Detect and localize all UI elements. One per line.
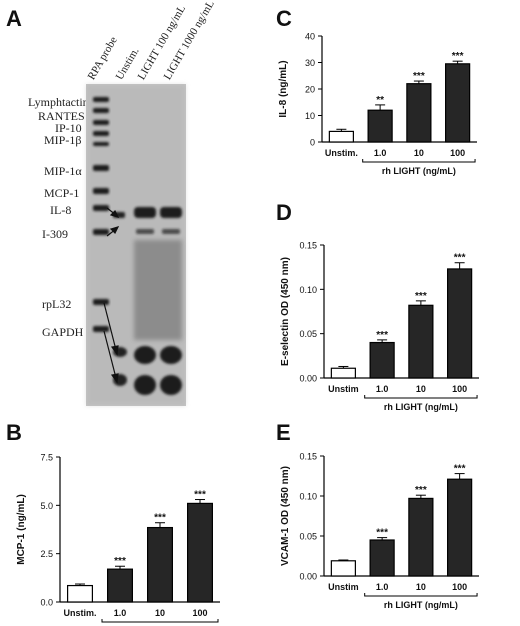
gene-label-ip10: IP-10 [55, 121, 82, 135]
bar [367, 109, 393, 143]
x-tick-label: Unstim [328, 582, 359, 592]
significance-label: *** [376, 330, 388, 341]
gene-label-i309: I-309 [42, 227, 68, 241]
dose-bracket [364, 593, 478, 597]
bar [445, 63, 471, 143]
dose-bracket [364, 395, 478, 399]
y-axis-label: MCP-1 (ng/mL) [16, 494, 27, 565]
chart-vcam1: 0.00 0.05 0.10 0.15 VCAM-1 OD (450 nm) Unstim… [280, 452, 479, 610]
significance-label: ** [376, 95, 384, 106]
x-tick-label: Unstim [328, 384, 359, 394]
bar [406, 83, 432, 143]
significance-label: *** [154, 513, 166, 524]
bar [408, 304, 434, 379]
significance-label: *** [454, 253, 466, 264]
significance-label: *** [452, 51, 464, 62]
y-tick-label: 10 [305, 111, 315, 121]
bar [369, 341, 395, 379]
y-axis-label: IL-8 (ng/mL) [278, 60, 289, 117]
bar [447, 478, 473, 577]
y-tick-label: 0.00 [299, 374, 317, 384]
x-tick-label: 10 [416, 384, 426, 394]
y-tick-label: 0.15 [299, 452, 317, 462]
y-tick-label: 0.10 [299, 492, 317, 502]
dose-bracket [101, 619, 219, 623]
x-tick-label: 1.0 [376, 582, 389, 592]
x-axis-label: rh LIGHT (ng/mL) [384, 600, 458, 610]
x-tick-label: 100 [450, 148, 465, 158]
y-tick-label: 0.0 [40, 598, 53, 608]
bar [328, 130, 354, 143]
significance-label: *** [415, 485, 427, 496]
y-tick-label: 20 [305, 85, 315, 95]
panel-letter-d: D [276, 200, 292, 225]
y-tick-label: 0 [310, 138, 315, 148]
gene-label-gapdh: GAPDH [42, 325, 84, 339]
significance-label: *** [413, 71, 425, 82]
chart-il8: 0 10 20 30 40 IL-8 (ng/mL) Unstim. ** 1.0 *** 10 **… [278, 32, 477, 176]
x-tick-label: 100 [192, 608, 207, 618]
y-tick-label: 0.05 [299, 329, 317, 339]
chart-e-selectin: 0.00 0.05 0.10 0.15 E-selectin OD (450 nm) Un… [280, 241, 479, 412]
y-tick-label: 5.0 [40, 501, 53, 511]
gel-panel: RPA probe Unstim. LIGHT 100 ng/mL LIGHT … [0, 0, 270, 410]
gene-label-rpl32: rpL32 [42, 297, 72, 311]
bar [447, 268, 473, 379]
panel-letter-e: E [276, 420, 291, 445]
chart-mcp1: 0.0 2.5 5.0 7.5 MCP-1 (ng/mL) Unstim. *** 1.0 **… [16, 453, 220, 623]
y-tick-label: 0.15 [299, 241, 317, 251]
panel-letter-b: B [6, 420, 22, 445]
panel-letter-a: A [6, 6, 22, 31]
x-axis-label: rh LIGHT (ng/mL) [382, 166, 456, 176]
y-tick-label: 30 [305, 58, 315, 68]
significance-label: *** [376, 528, 388, 539]
panel-letter-c: C [276, 6, 292, 31]
y-tick-label: 0.05 [299, 532, 317, 542]
x-tick-label: 1.0 [374, 148, 387, 158]
y-tick-label: 0.00 [299, 572, 317, 582]
gene-label-lymphtactin: Lymphtactin [28, 95, 89, 109]
x-tick-label: 10 [414, 148, 424, 158]
significance-label: *** [114, 556, 126, 567]
y-tick-label: 2.5 [40, 549, 53, 559]
bar [330, 367, 356, 379]
gene-label-mip1a: MIP-1α [44, 164, 82, 178]
x-tick-label: 100 [452, 582, 467, 592]
bar [330, 560, 356, 577]
x-tick-label: 10 [416, 582, 426, 592]
bar [408, 497, 434, 577]
significance-label: *** [415, 291, 427, 302]
gene-label-rantes: RANTES [38, 109, 85, 123]
x-tick-label: Unstim. [63, 608, 96, 618]
bar [106, 568, 133, 603]
x-tick-label: 100 [452, 384, 467, 394]
bar [147, 526, 174, 603]
dose-bracket [362, 159, 476, 163]
x-tick-label: Unstim. [325, 148, 358, 158]
gene-label-mcp1: MCP-1 [44, 186, 80, 200]
x-tick-label: 1.0 [114, 608, 127, 618]
y-axis-label: E-selectin OD (450 nm) [280, 257, 291, 366]
significance-label: *** [454, 464, 466, 475]
bar [66, 584, 93, 603]
y-axis-label: VCAM-1 OD (450 nm) [280, 466, 291, 566]
y-tick-label: 7.5 [40, 453, 53, 463]
x-tick-label: 1.0 [376, 384, 389, 394]
bar [187, 502, 214, 603]
x-tick-label: 10 [155, 608, 165, 618]
y-tick-label: 40 [305, 32, 315, 42]
significance-label: *** [194, 490, 206, 501]
gene-label-il8: IL-8 [50, 203, 72, 217]
gene-label-mip1b: MIP-1β [44, 133, 82, 147]
x-axis-label: rh LIGHT (ng/mL) [384, 402, 458, 412]
bar [369, 539, 395, 577]
gel-image [86, 84, 186, 406]
y-tick-label: 0.10 [299, 285, 317, 295]
